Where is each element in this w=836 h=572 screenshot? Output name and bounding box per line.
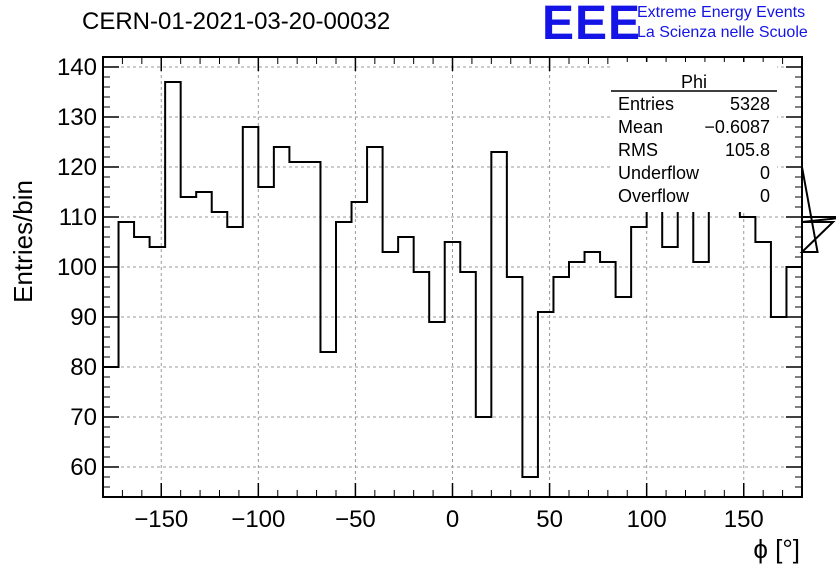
- x-axis-ticks: −150 −100 −50 0 50 100 150: [102, 57, 803, 533]
- y-tick-label: 60: [70, 454, 97, 481]
- stats-row-label: Mean: [618, 117, 663, 137]
- stats-row-value: 0: [760, 163, 770, 183]
- chart-title: CERN-01-2021-03-20-00032: [82, 8, 391, 35]
- y-axis-label: Entries/bin: [8, 180, 38, 303]
- stats-row-value: 105.8: [725, 140, 770, 160]
- y-axis-ticks: 60 70 80 90 100 110 120 130 140: [57, 54, 802, 488]
- x-tick-label: 150: [724, 506, 764, 533]
- y-tick-label: 120: [57, 154, 97, 181]
- stats-row-label: Entries: [618, 94, 674, 114]
- stats-row-label: Underflow: [618, 163, 700, 183]
- x-tick-label: −50: [335, 506, 376, 533]
- org-name-line1: Extreme Energy Events: [637, 4, 806, 21]
- y-tick-label: 130: [57, 104, 97, 131]
- stats-row-label: Overflow: [618, 186, 690, 206]
- x-tick-label: −100: [231, 506, 285, 533]
- y-tick-label: 110: [59, 204, 97, 231]
- stats-row-value: −0.6087: [704, 117, 770, 137]
- stats-row-value: 5328: [730, 94, 770, 114]
- org-name-line2: La Scienza nelle Scuole: [637, 24, 808, 41]
- y-tick-label: 90: [70, 304, 97, 331]
- y-tick-label: 100: [57, 254, 97, 281]
- stats-box-background: [611, 62, 777, 212]
- stats-box: Phi Entries 5328 Mean −0.6087 RMS 105.8 Underfl…: [611, 62, 777, 212]
- y-tick-label: 80: [70, 354, 97, 381]
- stats-row-value: 0: [760, 186, 770, 206]
- stats-row-label: RMS: [618, 140, 658, 160]
- x-tick-label: 100: [627, 506, 667, 533]
- stats-box-title: Phi: [681, 72, 707, 92]
- x-axis-label: ϕ [°]: [753, 534, 800, 564]
- x-tick-label: 0: [446, 506, 459, 533]
- y-tick-label: 140: [57, 54, 97, 81]
- eee-logo: EEE: [542, 0, 642, 50]
- y-tick-label: 70: [70, 404, 97, 431]
- x-tick-label: 50: [536, 506, 563, 533]
- x-tick-label: −150: [134, 506, 188, 533]
